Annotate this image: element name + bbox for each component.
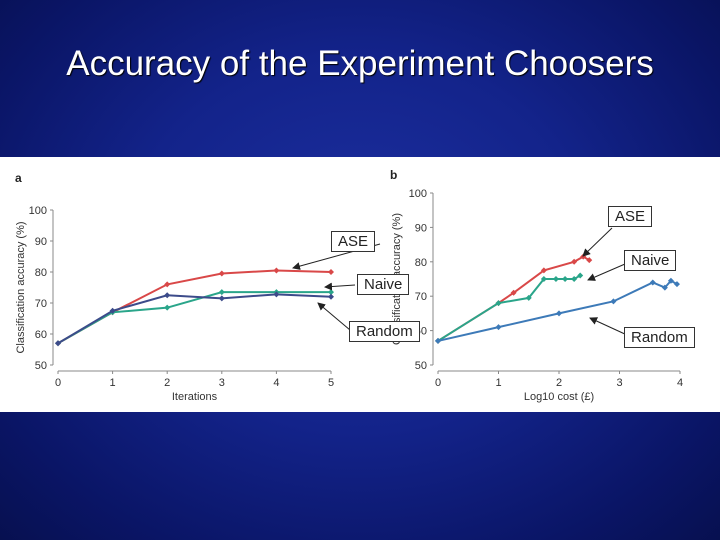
- data-point-naive: [525, 294, 532, 301]
- x-tick-label: 3: [219, 377, 225, 389]
- series-line-random: [57, 293, 332, 345]
- series-line-naive: [437, 274, 581, 342]
- data-point-random: [649, 279, 656, 286]
- data-point-random: [273, 291, 280, 298]
- data-point-random: [661, 284, 668, 291]
- data-point-ase: [540, 267, 547, 274]
- data-point-naive: [562, 276, 569, 282]
- data-point-ase: [571, 258, 578, 265]
- y-tick-label: 90: [35, 236, 47, 248]
- callout-naive-b: Naive: [624, 250, 677, 271]
- data-point-random: [55, 340, 61, 347]
- x-tick-label: 2: [556, 377, 562, 389]
- y-axis-label: Classification accuracy (%): [15, 221, 27, 353]
- data-point-random: [673, 281, 680, 288]
- x-axis-label: Iterations: [172, 391, 218, 403]
- data-point-naive: [218, 289, 225, 296]
- callout-ase-a: ASE: [331, 231, 376, 252]
- series-line-ase: [57, 269, 332, 345]
- x-tick-label: 1: [110, 377, 116, 389]
- panel-letter: a: [15, 171, 22, 185]
- data-point-naive: [540, 276, 547, 282]
- series-line-ase: [437, 255, 590, 342]
- data-point-ase: [218, 270, 225, 277]
- slide-title: Accuracy of the Experiment Choosers: [66, 44, 654, 83]
- series-line-naive: [57, 291, 331, 345]
- data-point-ase: [273, 267, 280, 274]
- callout-ase-b: ASE: [608, 206, 653, 227]
- chart-panel-a: a 50 60 70 80 90 100 0 1 2 3 4 5 Iterations Classifica…: [15, 171, 334, 403]
- data-point-random: [667, 277, 674, 284]
- data-point-random: [556, 310, 562, 317]
- data-point-ase: [164, 281, 171, 288]
- data-point-ase: [510, 289, 517, 296]
- data-point-naive: [495, 300, 502, 307]
- data-point-random: [495, 324, 502, 331]
- data-point-random: [164, 292, 171, 299]
- y-tick-label: 80: [415, 257, 427, 269]
- callout-naive-a: Naive: [357, 274, 410, 295]
- data-point-naive: [328, 289, 334, 296]
- data-point-ase: [328, 269, 334, 275]
- x-tick-label: 0: [55, 377, 61, 389]
- y-tick-label: 60: [35, 329, 47, 341]
- x-tick-label: 1: [495, 377, 501, 389]
- y-tick-label: 90: [415, 222, 427, 234]
- callout-random-b: Random: [624, 327, 695, 348]
- data-point-random: [328, 293, 334, 300]
- y-tick-label: 50: [415, 360, 427, 372]
- y-tick-label: 70: [415, 291, 427, 303]
- y-tick-label: 50: [35, 360, 47, 372]
- x-tick-label: 2: [164, 377, 170, 389]
- x-tick-label: 4: [273, 377, 279, 389]
- data-point-random: [218, 295, 225, 302]
- data-point-ase: [586, 257, 593, 264]
- x-axis-label: Log10 cost (£): [524, 391, 594, 403]
- y-tick-label: 100: [29, 205, 47, 217]
- y-tick-label: 100: [409, 188, 427, 200]
- panel-letter: b: [390, 168, 397, 182]
- chart-figure: a 50 60 70 80 90 100 0 1 2 3 4 5 Iterations Classifica…: [15, 168, 683, 403]
- callout-random-a: Random: [349, 321, 420, 342]
- data-point-random: [109, 307, 116, 314]
- data-point-random: [610, 298, 617, 305]
- data-point-naive: [577, 272, 584, 279]
- x-tick-label: 4: [677, 377, 683, 389]
- data-point-naive: [552, 276, 559, 282]
- y-tick-label: 80: [35, 267, 47, 279]
- data-point-naive: [164, 304, 171, 311]
- y-tick-label: 70: [35, 298, 47, 310]
- data-point-naive: [571, 276, 578, 282]
- x-tick-label: 3: [616, 377, 622, 389]
- x-tick-label: 0: [435, 377, 441, 389]
- x-tick-label: 5: [328, 377, 334, 389]
- data-point-random: [435, 337, 441, 344]
